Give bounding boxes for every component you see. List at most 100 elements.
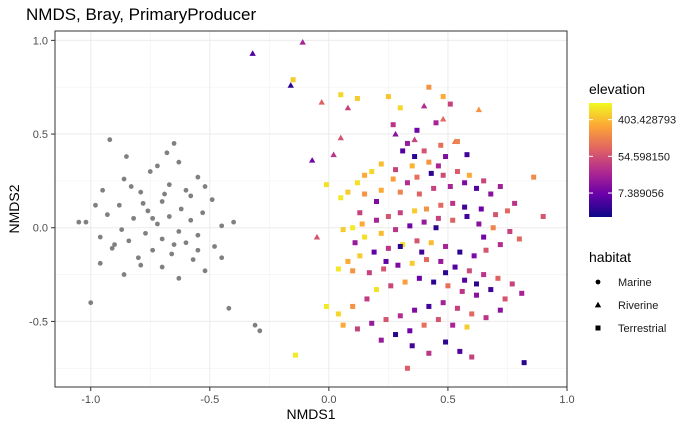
terrestrial-point — [426, 303, 432, 309]
terrestrial-point — [397, 210, 403, 216]
marine-point — [176, 229, 182, 234]
terrestrial-point — [459, 288, 465, 294]
marine-point — [76, 219, 82, 225]
marine-point — [226, 305, 232, 311]
terrestrial-point — [393, 332, 399, 338]
marine-point — [162, 191, 167, 197]
marine-point — [252, 322, 258, 328]
terrestrial-point — [409, 163, 415, 169]
colorbar-tick-label: 7.389056 — [618, 188, 664, 200]
terrestrial-point — [409, 343, 415, 349]
y-tick-label: 1.0 — [33, 35, 48, 47]
marine-point — [121, 272, 127, 277]
terrestrial-point — [345, 189, 351, 195]
terrestrial-point — [464, 324, 470, 330]
elevation-colorbar — [589, 103, 612, 217]
terrestrial-point — [338, 195, 344, 201]
marine-point — [131, 215, 136, 221]
terrestrial-point — [397, 189, 403, 195]
legend-item-label: Marine — [618, 277, 652, 289]
terrestrial-point — [354, 95, 360, 101]
terrestrial-point — [357, 210, 363, 216]
terrestrial-point — [435, 215, 441, 221]
terrestrial-point — [431, 185, 437, 191]
marine-point — [176, 275, 182, 281]
terrestrial-point — [390, 176, 396, 182]
marine-point — [97, 234, 103, 240]
terrestrial-point — [323, 303, 329, 309]
x-axis: -1.0 -0.5 0.0 0.5 1.0 — [81, 387, 575, 406]
terrestrial-point — [419, 249, 425, 255]
terrestrial-point — [397, 313, 403, 319]
terrestrial-point — [452, 264, 458, 270]
terrestrial-point — [381, 266, 387, 272]
riverine-point — [392, 130, 399, 137]
terrestrial-point — [421, 219, 427, 225]
y-tick-label: 0.0 — [33, 223, 48, 235]
marine-point — [190, 257, 196, 262]
terrestrial-point — [450, 217, 456, 223]
marine-point — [97, 260, 103, 266]
riverine-point — [344, 104, 352, 111]
marine-point — [155, 221, 160, 227]
riverine-point — [420, 102, 428, 109]
colorbar-tick-label: 54.598150 — [618, 151, 670, 163]
terrestrial-point — [462, 204, 468, 210]
terrestrial-point — [407, 328, 413, 334]
terrestrial-point — [521, 360, 527, 366]
terrestrial-point — [340, 322, 346, 328]
riverine-point — [249, 50, 256, 56]
terrestrial-point — [350, 268, 356, 274]
terrestrial-point — [404, 180, 410, 186]
terrestrial-point — [519, 290, 525, 296]
terrestrial-point — [454, 139, 460, 145]
habitat-legend-title: habitat — [589, 249, 631, 265]
terrestrial-point — [345, 258, 351, 264]
terrestrial-point — [378, 161, 384, 167]
chart-title: NMDS, Bray, PrimaryProducer — [26, 5, 257, 24]
marine-point — [121, 176, 127, 182]
terrestrial-point — [474, 292, 480, 298]
terrestrial-point — [447, 184, 453, 190]
legend-triangle-key — [594, 301, 602, 308]
riverine-point — [337, 134, 344, 141]
marine-point — [195, 247, 201, 253]
marine-point — [176, 159, 182, 165]
marine-point — [126, 238, 132, 244]
marine-point — [195, 174, 201, 180]
marine-point — [147, 169, 153, 174]
terrestrial-point — [469, 354, 475, 360]
terrestrial-point — [495, 275, 501, 281]
terrestrial-point — [512, 200, 518, 206]
terrestrial-point — [462, 180, 468, 186]
marine-points — [76, 137, 263, 334]
terrestrial-point — [457, 348, 463, 354]
terrestrial-point — [390, 122, 396, 128]
legend-circle-key — [595, 279, 601, 285]
terrestrial-point — [393, 227, 399, 233]
terrestrial-point — [414, 238, 420, 244]
terrestrial-point — [414, 174, 420, 180]
colorbar-tick-label: 403.428793 — [618, 115, 676, 127]
terrestrial-point — [373, 199, 379, 205]
terrestrial-point — [335, 266, 341, 272]
terrestrial-point — [416, 191, 422, 197]
terrestrial-point — [497, 242, 503, 248]
marine-point — [93, 202, 98, 208]
terrestrial-point — [340, 227, 346, 233]
terrestrial-point — [426, 350, 432, 356]
terrestrial-point — [421, 322, 427, 328]
terrestrial-point — [488, 191, 494, 197]
terrestrial-point — [440, 94, 446, 100]
terrestrial-point — [438, 258, 444, 264]
terrestrial-point — [393, 167, 399, 173]
marine-point — [138, 262, 144, 268]
terrestrial-point — [474, 281, 480, 287]
x-tick-label: 1.0 — [559, 394, 574, 406]
terrestrial-point — [385, 94, 391, 100]
riverine-point — [318, 99, 325, 105]
riverine-point — [330, 151, 337, 158]
marine-point — [202, 184, 208, 189]
terrestrial-point — [362, 234, 368, 240]
terrestrial-point — [397, 243, 403, 249]
